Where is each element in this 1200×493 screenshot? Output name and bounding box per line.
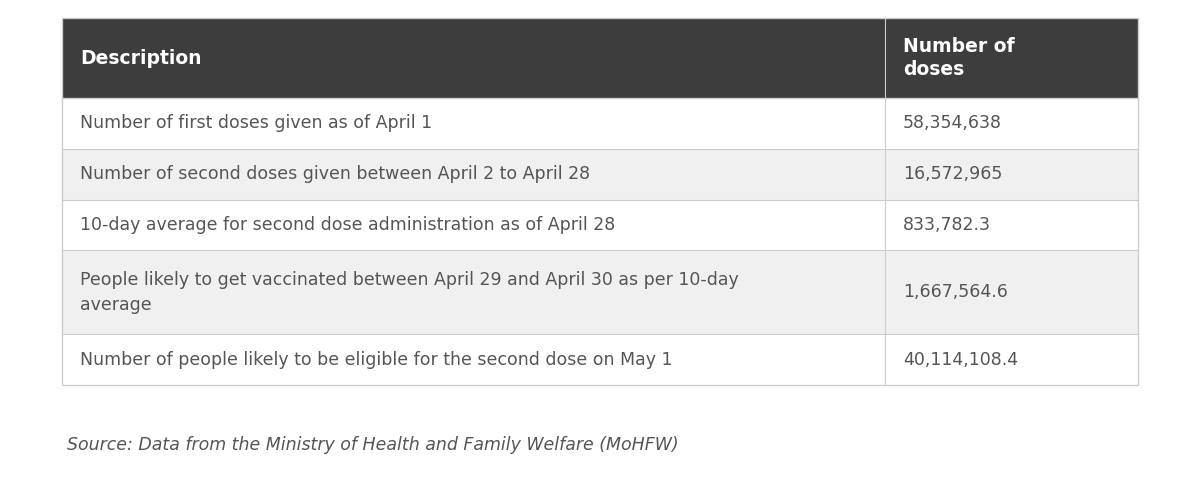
Text: Source: Data from the Ministry of Health and Family Welfare (MoHFW): Source: Data from the Ministry of Health… [67, 436, 679, 454]
Text: People likely to get vaccinated between April 29 and April 30 as per 10-day
aver: People likely to get vaccinated between … [80, 271, 739, 314]
Text: 58,354,638: 58,354,638 [904, 114, 1002, 133]
Text: Description: Description [80, 48, 202, 68]
Text: 16,572,965: 16,572,965 [904, 165, 1002, 183]
Text: Number of second doses given between April 2 to April 28: Number of second doses given between Apr… [80, 165, 590, 183]
Text: Number of people likely to be eligible for the second dose on May 1: Number of people likely to be eligible f… [80, 351, 672, 369]
Text: 1,667,564.6: 1,667,564.6 [904, 283, 1008, 301]
Text: 40,114,108.4: 40,114,108.4 [904, 351, 1019, 369]
Text: Number of first doses given as of April 1: Number of first doses given as of April … [80, 114, 432, 133]
Text: 833,782.3: 833,782.3 [904, 216, 991, 234]
Text: Number of
doses: Number of doses [904, 37, 1015, 79]
Text: 10-day average for second dose administration as of April 28: 10-day average for second dose administr… [80, 216, 616, 234]
